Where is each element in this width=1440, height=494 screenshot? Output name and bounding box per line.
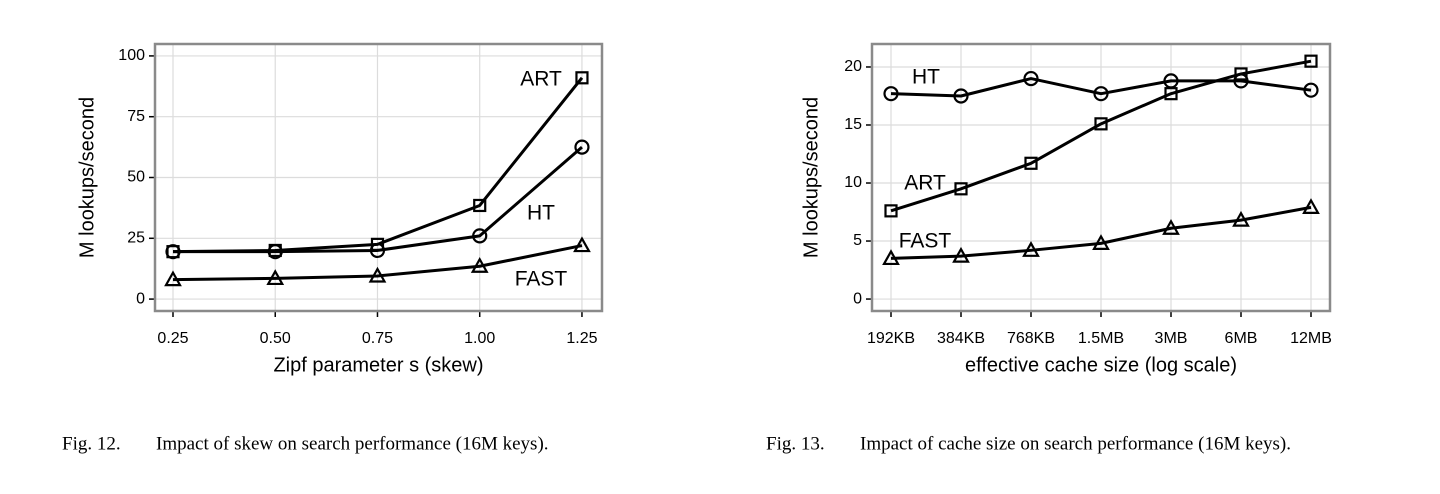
triangle-marker <box>164 270 182 287</box>
circle-marker <box>1093 86 1109 102</box>
y-axis-label: M lookups/second <box>800 97 822 258</box>
caption: Impact of skew on search performance (16… <box>156 433 549 454</box>
x-tick-label: 384KB <box>937 330 985 347</box>
square-marker <box>1094 117 1108 131</box>
x-tick-label: 6MB <box>1225 330 1258 347</box>
series-label: ART <box>520 68 562 91</box>
triangle-marker <box>368 266 387 283</box>
plot-border <box>870 42 1332 313</box>
triangle-marker <box>1302 198 1320 214</box>
square-marker <box>1024 156 1038 170</box>
x-tick-label: 3MB <box>1155 330 1188 347</box>
circle-marker <box>953 88 969 104</box>
triangle-marker <box>882 249 900 266</box>
caption-label: Fig. 12. <box>62 433 121 454</box>
triangle-marker <box>470 257 489 273</box>
y-tick-label: 0 <box>853 290 862 307</box>
series-label: HT <box>527 202 555 225</box>
x-tick-label: 192KB <box>867 330 915 347</box>
y-tick-label: 100 <box>118 47 145 64</box>
series-line <box>890 205 1312 260</box>
y-tick-label: 0 <box>136 290 145 307</box>
circle-marker <box>1023 70 1039 87</box>
triangle-marker <box>952 246 970 263</box>
y-tick-label: 50 <box>127 169 145 186</box>
triangle-marker <box>266 269 285 286</box>
square-marker <box>1164 87 1178 101</box>
series-label: ART <box>904 172 946 195</box>
series-line <box>172 244 583 282</box>
triangle-marker <box>1232 210 1250 227</box>
x-tick-label: 0.75 <box>362 330 393 347</box>
square-marker <box>1234 67 1248 81</box>
series-label: HT <box>912 66 940 89</box>
circle-marker <box>369 242 386 259</box>
x-axis-label: effective cache size (log scale) <box>965 354 1237 376</box>
series-label: FAST <box>899 230 952 253</box>
square-marker <box>473 198 487 213</box>
circle-marker <box>267 244 283 260</box>
plot-border <box>153 42 604 313</box>
square-marker <box>1304 54 1318 68</box>
series-line <box>890 59 1312 213</box>
triangle-marker <box>1162 219 1180 235</box>
x-tick-label: 768KB <box>1007 330 1055 347</box>
x-tick-label: 0.25 <box>157 330 188 347</box>
triangle-marker <box>573 236 591 253</box>
x-tick-label: 1.5MB <box>1078 330 1124 347</box>
x-tick-label: 1.25 <box>566 330 597 347</box>
series-line <box>890 77 1312 98</box>
caption: Impact of cache size on search performan… <box>860 433 1291 454</box>
series-line <box>172 145 583 254</box>
x-tick-label: 1.00 <box>464 330 495 347</box>
square-marker <box>884 204 898 218</box>
circle-marker <box>165 244 181 260</box>
series-label: FAST <box>515 268 568 291</box>
y-axis-label: M lookups/second <box>76 97 98 258</box>
y-tick-label: 10 <box>844 174 862 191</box>
x-tick-label: 0.50 <box>260 330 291 347</box>
circle-marker <box>883 86 899 102</box>
triangle-marker <box>1092 234 1110 250</box>
caption-label: Fig. 13. <box>766 433 825 454</box>
circle-marker <box>574 139 590 155</box>
square-marker <box>575 71 589 85</box>
circle-marker <box>1303 82 1319 98</box>
y-tick-label: 20 <box>844 58 862 75</box>
triangle-marker <box>1022 241 1040 257</box>
circle-marker <box>472 228 488 244</box>
square-marker <box>954 182 968 196</box>
y-tick-label: 5 <box>853 232 862 249</box>
x-axis-label: Zipf parameter s (skew) <box>273 354 483 376</box>
y-tick-label: 75 <box>127 108 145 125</box>
y-tick-label: 25 <box>127 230 145 247</box>
x-tick-label: 12MB <box>1290 330 1332 347</box>
y-tick-label: 15 <box>844 116 862 133</box>
